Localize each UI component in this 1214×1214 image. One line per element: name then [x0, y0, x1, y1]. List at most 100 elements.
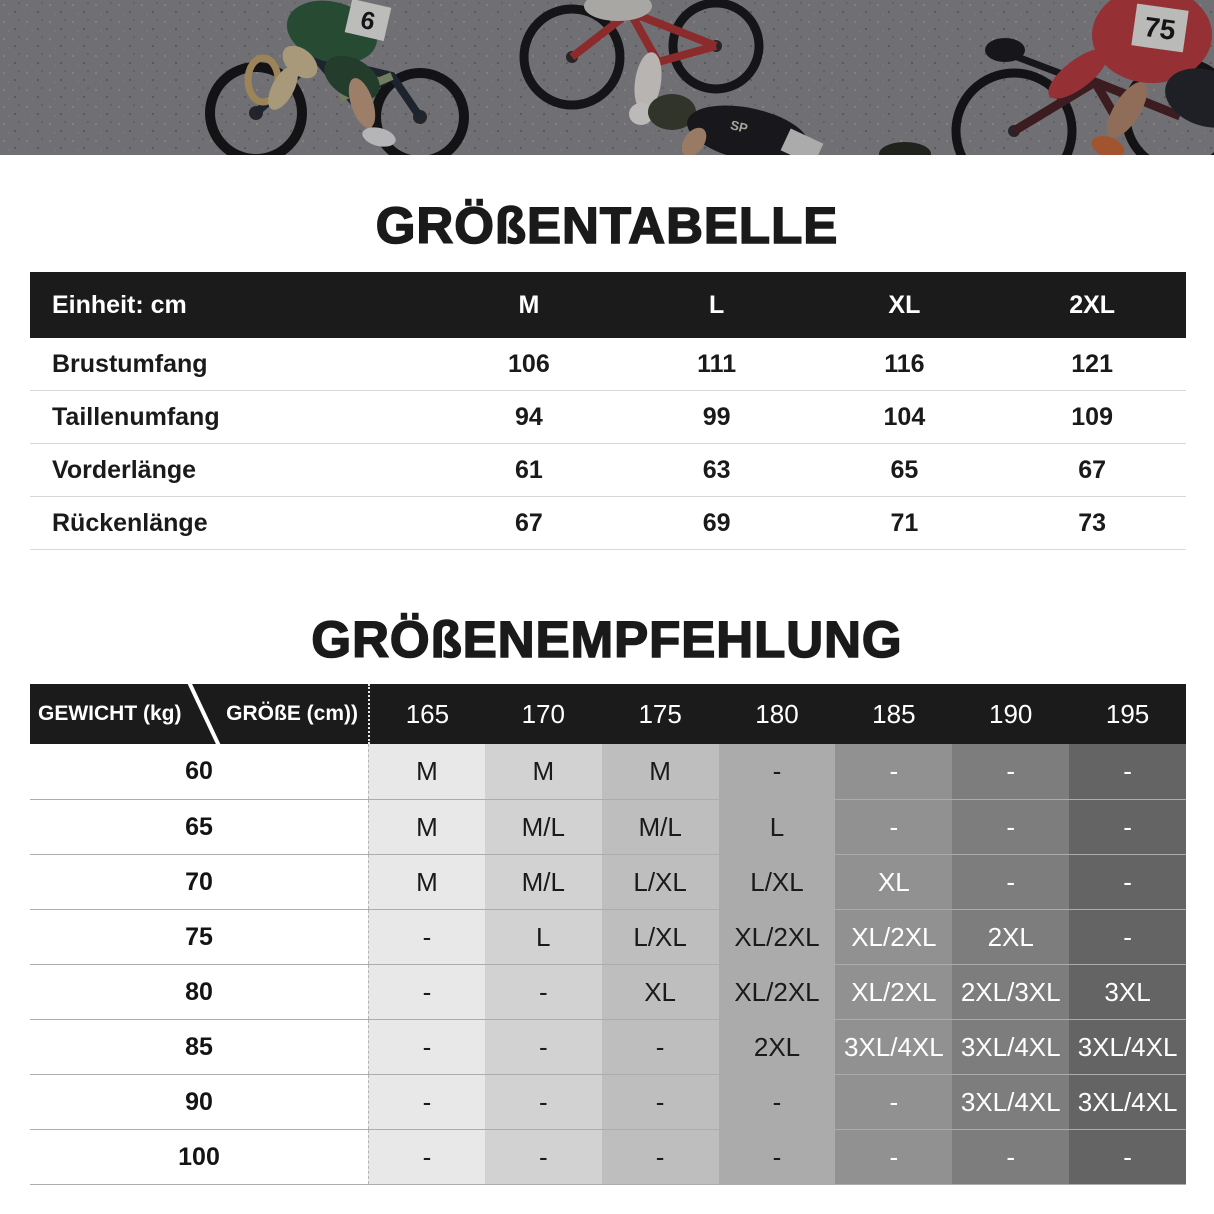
size-cell: - [484, 1075, 602, 1129]
height-column: 185 [872, 698, 916, 729]
measurement-value: 67 [1078, 455, 1107, 484]
size-cell: - [601, 1130, 719, 1184]
height-axis-label: GRÖßE (cm)) [226, 702, 358, 725]
weight-value: 65 [30, 800, 368, 854]
table-row: 65 M M/L M/L L - - - [30, 799, 1186, 854]
size-cell: - [718, 1130, 836, 1184]
weight-value: 90 [30, 1075, 368, 1129]
measurement-value: 111 [697, 349, 737, 378]
size-cell: XL [601, 965, 719, 1019]
size-cell: XL/2XL [718, 910, 836, 964]
row-label: Rückenlänge [52, 508, 208, 537]
size-cell: - [718, 744, 836, 799]
table-row: 70 M M/L L/XL L/XL XL - - [30, 854, 1186, 909]
measurement-value: 99 [702, 402, 731, 431]
size-table-title: GRÖßENTABELLE [375, 197, 839, 255]
middle-red-bike [519, 0, 764, 125]
col-xl: XL [888, 290, 921, 319]
size-cell: L/XL [718, 855, 836, 909]
size-cell: L/XL [601, 855, 719, 909]
table-row: 100 - - - - - - - [30, 1129, 1186, 1184]
measurement-value: 73 [1078, 508, 1107, 537]
size-cell: - [1069, 910, 1186, 964]
size-cell: - [952, 800, 1070, 854]
table-row: Vorderlänge 61 63 65 67 [30, 444, 1186, 497]
table-row: 85 - - - 2XL 3XL/4XL 3XL/4XL 3XL/4XL [30, 1019, 1186, 1074]
weight-value: 70 [30, 855, 368, 909]
table-row: 60 M M M - - - - [30, 744, 1186, 799]
weight-value: 75 [30, 910, 368, 964]
weight-value: 85 [30, 1020, 368, 1074]
table-row: Brustumfang 106 111 116 121 [30, 338, 1186, 391]
size-cell: - [835, 1130, 953, 1184]
size-cell: L [484, 910, 602, 964]
col-m: M [518, 290, 540, 319]
size-cell: - [601, 1020, 719, 1074]
size-cell: M/L [484, 800, 602, 854]
hero-image: 6 SP [0, 0, 1214, 155]
measurement-value: 71 [890, 508, 919, 537]
size-cell: - [952, 744, 1070, 799]
size-cell: L [718, 800, 836, 854]
col-2xl: 2XL [1069, 290, 1116, 319]
size-cell: - [368, 965, 485, 1019]
size-cell: - [601, 1075, 719, 1129]
unit-label: Einheit: cm [52, 290, 187, 319]
size-cell: M [368, 800, 485, 854]
size-cell: - [718, 1075, 836, 1129]
measurement-value: 106 [508, 349, 550, 378]
height-column: 195 [1105, 698, 1150, 729]
size-cell: - [1069, 1130, 1186, 1184]
weight-value: 60 [30, 744, 368, 799]
size-cell: - [1069, 855, 1186, 909]
table-row: 75 - L L/XL XL/2XL XL/2XL 2XL - [30, 909, 1186, 964]
height-column: 180 [755, 698, 799, 729]
table-row: Taillenumfang 94 99 104 109 [30, 391, 1186, 444]
size-cell: XL [835, 855, 953, 909]
measurement-value: 104 [883, 402, 926, 431]
measurement-value: 67 [514, 508, 543, 537]
size-cell: XL/2XL [718, 965, 836, 1019]
height-column: 165 [368, 684, 485, 744]
size-cell: XL/2XL [835, 910, 953, 964]
measurement-value: 121 [1071, 349, 1113, 378]
size-cell: - [368, 1130, 485, 1184]
row-label: Brustumfang [52, 349, 208, 378]
left-number-plate: 6 [344, 0, 392, 42]
size-cell: 2XL [952, 910, 1070, 964]
row-label: Vorderlänge [52, 455, 197, 484]
size-cell: M/L [484, 855, 602, 909]
table-row: Rückenlänge 67 69 71 73 [30, 497, 1186, 550]
recommendation-table-header: GEWICHT (kg) GRÖßE (cm)) 165 170 175 180… [30, 684, 1186, 744]
size-cell: - [835, 800, 953, 854]
height-column: 190 [989, 698, 1033, 729]
row-label: Taillenumfang [52, 402, 220, 431]
size-cell: - [1069, 744, 1186, 799]
left-rider-number: 6 [358, 6, 378, 36]
recommendation-table-title: GRÖßENEMPFEHLUNG [311, 611, 903, 669]
size-cell: 2XL/3XL [952, 965, 1070, 1019]
height-column: 170 [521, 698, 565, 729]
measurement-value: 69 [702, 508, 731, 537]
size-cell: 3XL/4XL [835, 1020, 953, 1074]
size-cell: - [368, 1075, 485, 1129]
size-cell: M [484, 744, 602, 799]
size-cell: - [484, 1020, 602, 1074]
size-cell: 2XL [718, 1020, 836, 1074]
size-cell: - [835, 1075, 953, 1129]
size-cell: 3XL [1069, 965, 1186, 1019]
measurement-value: 94 [514, 402, 543, 431]
size-table: Einheit: cm M L XL 2XL Brustumfang 106 1… [30, 272, 1186, 550]
size-cell: 3XL/4XL [1069, 1075, 1186, 1129]
table-row: 90 - - - - - 3XL/4XL 3XL/4XL [30, 1074, 1186, 1129]
size-cell: L/XL [601, 910, 719, 964]
measurement-value: 63 [702, 455, 731, 484]
size-table-header: Einheit: cm M L XL 2XL [30, 272, 1186, 338]
size-cell: - [484, 1130, 602, 1184]
weight-value: 80 [30, 965, 368, 1019]
recommendation-table: GEWICHT (kg) GRÖßE (cm)) 165 170 175 180… [30, 684, 1186, 1185]
left-cyclist: 6 [205, 0, 469, 155]
measurement-value: 116 [884, 349, 925, 378]
black-rider-logo: SP [729, 117, 750, 136]
size-cell: - [835, 744, 953, 799]
